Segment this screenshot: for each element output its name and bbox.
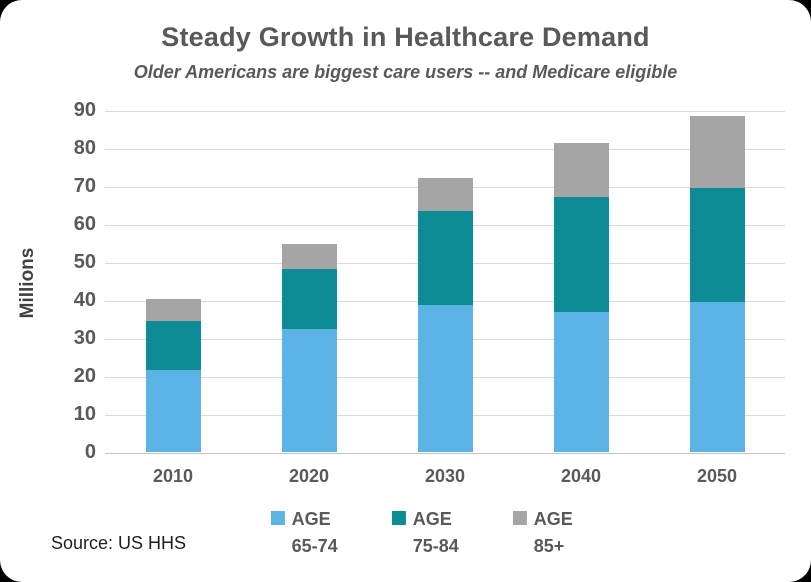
bar-segment-age-85-2020 xyxy=(281,243,337,269)
y-tick-label: 20 xyxy=(73,365,96,387)
gridline xyxy=(105,149,785,150)
bar-2050 xyxy=(689,115,745,452)
y-tick-label: 60 xyxy=(73,213,96,235)
bar-segment-age-85-2040 xyxy=(553,143,609,198)
y-axis-title: Millions xyxy=(17,247,38,319)
legend-item-age-85: AGE 85+ xyxy=(512,506,573,560)
bar-2010 xyxy=(145,299,201,452)
legend-item-age-75-84: AGE 75-84 xyxy=(391,506,459,560)
bar-segment-age-65-74-2040 xyxy=(553,311,609,452)
legend-label: AGE 65-74 xyxy=(291,509,338,556)
legend-label: AGE 85+ xyxy=(533,509,573,556)
x-tick-label-2030: 2030 xyxy=(424,466,466,486)
bar-segment-age-65-74-2030 xyxy=(417,304,473,452)
legend-swatch-age-65-74 xyxy=(270,511,285,525)
chart-title: Steady Growth in Healthcare Demand xyxy=(161,22,650,52)
bar-2040 xyxy=(553,143,609,452)
x-tick-label-2040: 2040 xyxy=(560,466,602,486)
legend: AGE 65-74 AGE 75-84 AGE 85+ xyxy=(270,506,573,560)
y-tick-label: 70 xyxy=(73,175,96,197)
x-tick-label-2010: 2010 xyxy=(152,466,194,486)
y-tick-label: 80 xyxy=(73,137,96,159)
bar-segment-age-65-74-2020 xyxy=(281,329,337,452)
y-tick-label: 0 xyxy=(84,441,96,463)
legend-label: AGE 75-84 xyxy=(412,509,459,556)
x-tick-label-2020: 2020 xyxy=(288,466,330,486)
y-tick-label: 30 xyxy=(73,327,96,349)
bar-segment-age-75-84-2020 xyxy=(281,268,337,330)
legend-item-age-65-74: AGE 65-74 xyxy=(270,506,338,560)
bar-segment-age-75-84-2050 xyxy=(689,187,745,302)
bar-2020 xyxy=(281,243,337,452)
bar-segment-age-65-74-2010 xyxy=(145,369,201,452)
plot-area xyxy=(105,111,785,454)
gridline xyxy=(105,111,785,112)
x-axis-line xyxy=(105,453,785,454)
legend-swatch-age-85 xyxy=(512,511,527,525)
bar-segment-age-75-84-2030 xyxy=(417,211,473,305)
y-tick-label: 40 xyxy=(73,289,96,311)
bar-segment-age-85-2010 xyxy=(145,299,201,322)
bar-segment-age-85-2030 xyxy=(417,178,473,212)
chart-subtitle: Older Americans are biggest care users -… xyxy=(133,62,678,82)
bar-segment-age-85-2050 xyxy=(689,115,745,188)
x-tick-label-2050: 2050 xyxy=(696,466,738,486)
y-tick-label: 50 xyxy=(73,251,96,273)
y-tick-label: 10 xyxy=(73,403,96,425)
legend-swatch-age-75-84 xyxy=(391,511,406,525)
source-note: Source: US HHS xyxy=(51,533,187,553)
bar-2030 xyxy=(417,178,473,452)
y-tick-label: 90 xyxy=(73,99,96,121)
bar-segment-age-65-74-2050 xyxy=(689,301,745,452)
bar-segment-age-75-84-2040 xyxy=(553,197,609,312)
bar-segment-age-75-84-2010 xyxy=(145,321,201,370)
